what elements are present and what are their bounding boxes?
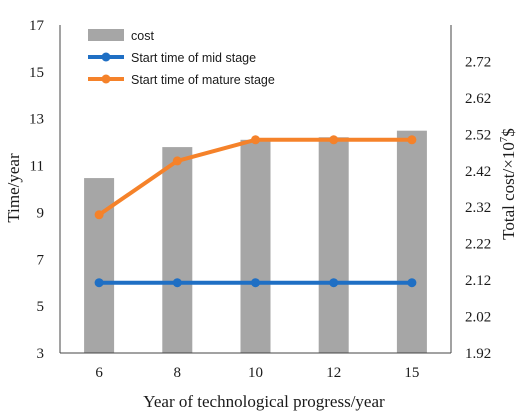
right-tick-label: 2.12 bbox=[465, 273, 491, 289]
cost-bar bbox=[162, 147, 193, 353]
right-tick-label: 2.62 bbox=[465, 91, 491, 107]
right-axis-title-unit: $ bbox=[499, 128, 518, 137]
x-tick-label: 12 bbox=[326, 365, 341, 381]
cost-bar bbox=[318, 137, 349, 353]
right-tick-label: 2.72 bbox=[465, 54, 491, 70]
legend-label-mature-stage: Start time of mature stage bbox=[131, 73, 275, 87]
mid-stage-point bbox=[329, 278, 339, 288]
mid-stage-point bbox=[407, 278, 417, 288]
x-tick-label: 10 bbox=[248, 365, 263, 381]
right-axis-title-main: Total cost/×10 bbox=[499, 142, 518, 240]
left-tick-label: 17 bbox=[29, 18, 45, 34]
left-tick-label: 3 bbox=[37, 346, 45, 362]
left-tick-label: 13 bbox=[29, 112, 44, 128]
mature-stage-point bbox=[251, 135, 260, 145]
mid-stage-point bbox=[172, 278, 182, 288]
mature-stage-point bbox=[94, 210, 104, 220]
left-tick-label: 11 bbox=[30, 159, 44, 175]
mature-stage-point bbox=[329, 135, 339, 145]
mature-stage-point bbox=[172, 156, 182, 166]
legend-swatch-mature-stage-marker bbox=[101, 74, 111, 84]
left-axis-title: Time/year bbox=[4, 153, 23, 223]
right-tick-label: 2.22 bbox=[465, 237, 491, 253]
mid-stage-point bbox=[94, 278, 104, 288]
right-axis-title-exponent: 7 bbox=[498, 136, 510, 142]
right-tick-label: 2.52 bbox=[465, 127, 491, 143]
cost-bar bbox=[396, 130, 427, 353]
cost-bar bbox=[240, 139, 271, 353]
x-axis-title: Year of technological progress/year bbox=[143, 392, 385, 411]
mid-stage-point bbox=[251, 278, 260, 288]
left-tick-label: 5 bbox=[37, 299, 45, 315]
right-tick-label: 1.92 bbox=[465, 346, 491, 362]
legend-swatch-cost bbox=[88, 29, 124, 41]
right-tick-label: 2.42 bbox=[465, 164, 491, 180]
left-tick-label: 9 bbox=[37, 205, 45, 221]
right-tick-label: 2.32 bbox=[465, 200, 491, 216]
cost-bar bbox=[84, 178, 115, 353]
legend-swatch-mid-stage-marker bbox=[101, 52, 111, 62]
left-tick-label: 15 bbox=[29, 65, 44, 81]
right-tick-label: 2.02 bbox=[465, 310, 491, 326]
mature-stage-point bbox=[407, 135, 417, 145]
legend-label-mid-stage: Start time of mid stage bbox=[131, 51, 256, 65]
legend-label-cost: cost bbox=[131, 29, 154, 43]
right-axis-title: Total cost/×107$ bbox=[498, 128, 518, 240]
left-tick-label: 7 bbox=[37, 252, 45, 268]
x-tick-label: 6 bbox=[95, 365, 103, 381]
x-tick-label: 15 bbox=[404, 365, 419, 381]
x-tick-label: 8 bbox=[174, 365, 182, 381]
